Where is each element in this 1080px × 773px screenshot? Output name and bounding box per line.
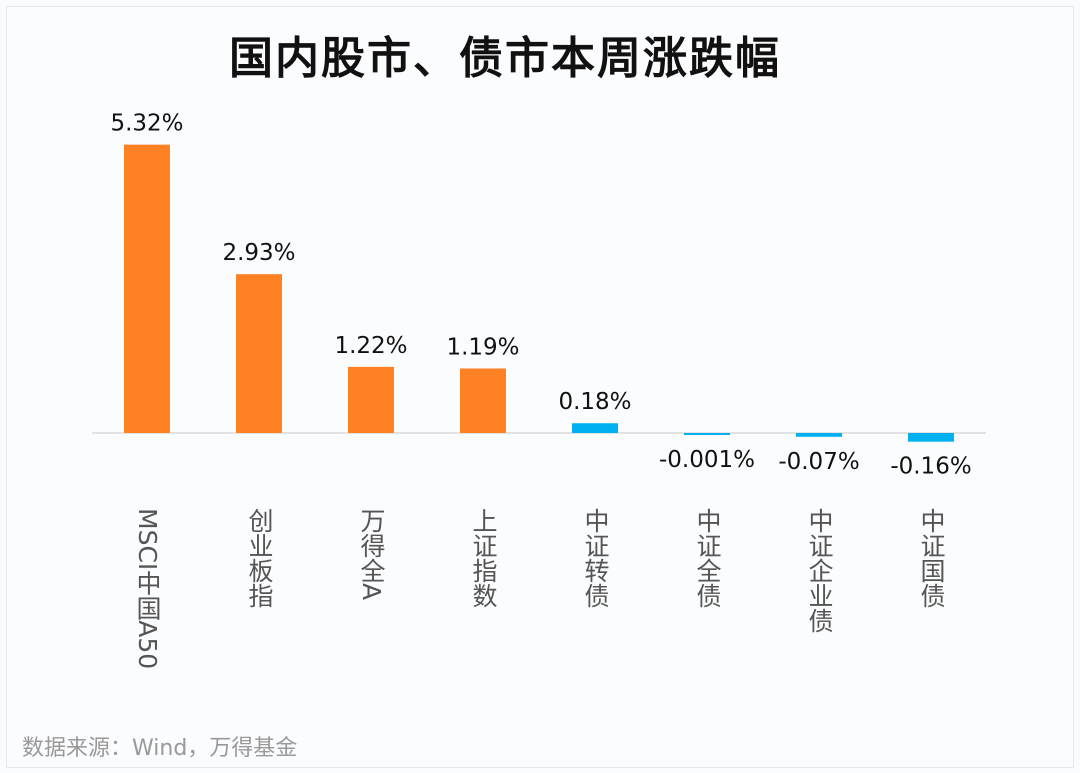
data-label: 1.19% [446, 335, 519, 361]
category-label: MSCI中国A50 [133, 508, 162, 670]
bar-3 [460, 368, 506, 433]
bar-4 [572, 423, 618, 433]
bar-5 [684, 433, 730, 435]
data-label: 2.93% [222, 240, 295, 266]
source-note: 数据来源：Wind，万得基金 [22, 736, 298, 761]
category-label: 万得全A [357, 508, 386, 601]
data-label: -0.16% [890, 454, 971, 480]
data-label: 1.22% [334, 333, 407, 359]
bar-1 [236, 274, 282, 433]
data-label: -0.001% [659, 447, 755, 473]
category-label: 中证国债 [917, 508, 946, 608]
bar-6 [796, 433, 842, 437]
chart-title: 国内股市、债市本周涨跌幅 [229, 33, 781, 84]
category-label: 中证转债 [581, 508, 610, 608]
bar-2 [348, 366, 394, 433]
data-label: 5.32% [110, 111, 183, 137]
category-label: 上证指数 [469, 508, 498, 608]
chart-frame [6, 6, 1074, 768]
data-label: -0.07% [778, 449, 859, 475]
data-label: 0.18% [558, 389, 631, 415]
category-label: 中证企业债 [805, 508, 834, 633]
category-label: 中证全债 [693, 508, 722, 608]
bar-0 [124, 144, 170, 433]
bar-7 [908, 433, 954, 442]
category-label: 创业板指 [245, 508, 274, 608]
